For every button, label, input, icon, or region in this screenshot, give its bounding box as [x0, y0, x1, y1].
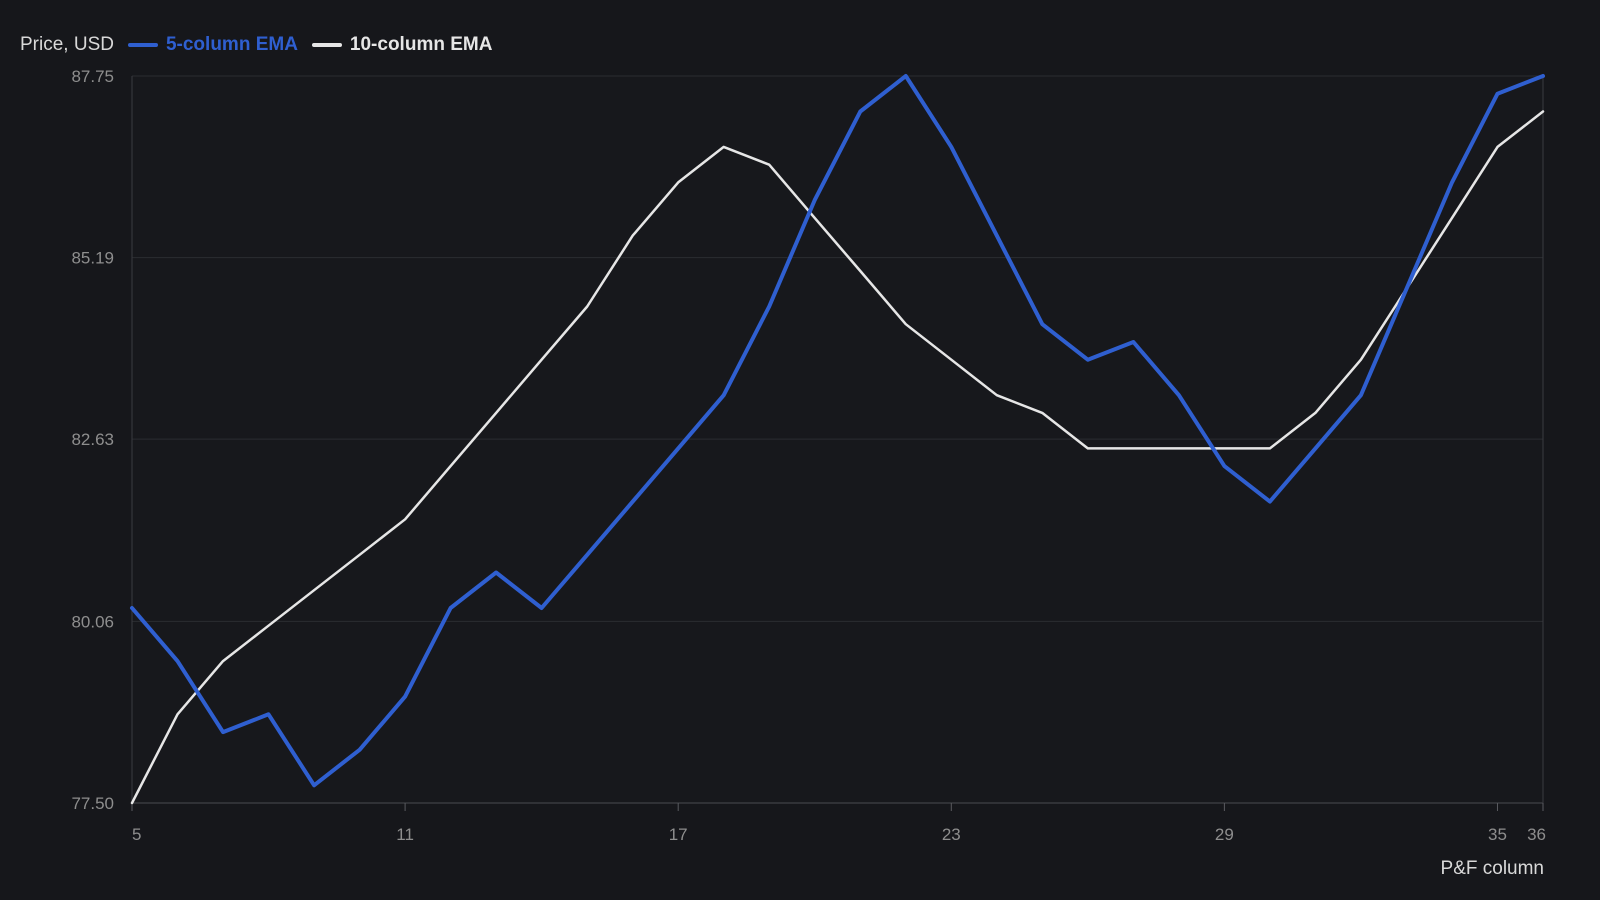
legend-item-ema10: 10-column EMA — [311, 34, 493, 56]
y-tick-label: 85.19 — [71, 249, 114, 268]
legend-swatch-ema5 — [127, 43, 158, 47]
x-tick-label: 5 — [132, 825, 141, 844]
y-tick-label: 82.63 — [71, 430, 114, 449]
x-tick-label: 17 — [669, 825, 688, 844]
x-tick-label: 11 — [396, 825, 414, 844]
series-line-ema10 — [130, 110, 1545, 805]
y-tick-label: 87.75 — [71, 67, 114, 86]
y-axis-title: Price, USD — [20, 34, 114, 55]
x-tick-label: 23 — [942, 825, 961, 844]
x-tick-label: 36 — [1527, 825, 1546, 844]
legend-swatch-ema10 — [311, 43, 342, 47]
legend-label-ema5: 5-column EMA — [165, 34, 298, 55]
y-tick-label: 77.50 — [71, 794, 114, 813]
x-tick-label: 29 — [1215, 825, 1234, 844]
series-line-ema5 — [130, 74, 1545, 788]
x-axis-title: P&F column — [1440, 858, 1544, 879]
legend-item-ema5: 5-column EMA — [127, 34, 298, 56]
y-tick-label: 80.06 — [71, 612, 114, 631]
chart-header: Price, USD 5-column EMA 10-column EMA — [20, 30, 492, 60]
legend-label-ema10: 10-column EMA — [349, 34, 493, 55]
x-tick-label: 35 — [1488, 825, 1507, 844]
